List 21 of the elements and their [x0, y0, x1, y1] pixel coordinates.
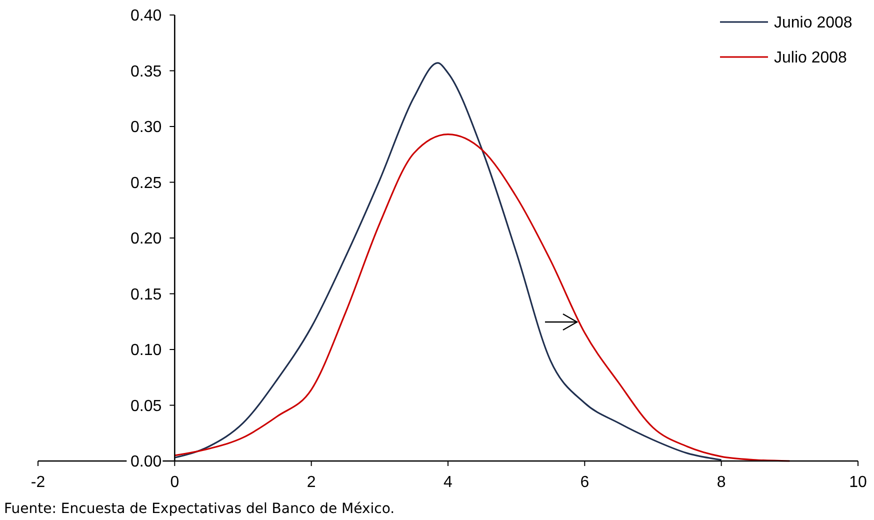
line-series: [174, 134, 790, 462]
y-tick-label: 0.30: [130, 119, 162, 136]
x-tick-label: -2: [30, 474, 46, 491]
y-tick-label: 0.40: [130, 8, 162, 25]
y-tick-label: 0.15: [130, 286, 162, 304]
x-tick-label: 0: [170, 474, 180, 491]
y-tick-label: 0.00: [130, 454, 162, 471]
y-tick-label: 0.20: [130, 230, 162, 248]
x-tick-label: 4: [444, 474, 453, 491]
y-tick-label: 0.35: [130, 63, 162, 80]
source-note: Fuente: Encuesta de Expectativas del Banco de México.: [4, 501, 395, 517]
legend-label: Junio 2008: [774, 14, 852, 32]
line-series: [174, 62, 722, 461]
x-tick-label: 6: [580, 474, 590, 491]
y-tick-label: 0.10: [130, 342, 162, 360]
legend-label: Julio 2008: [774, 50, 848, 67]
x-tick-label: 2: [306, 474, 316, 491]
x-tick-label: 8: [716, 474, 726, 491]
y-tick-label: 0.05: [130, 398, 162, 415]
x-tick-label: 10: [849, 474, 867, 491]
y-tick-label: 0.25: [130, 174, 162, 192]
